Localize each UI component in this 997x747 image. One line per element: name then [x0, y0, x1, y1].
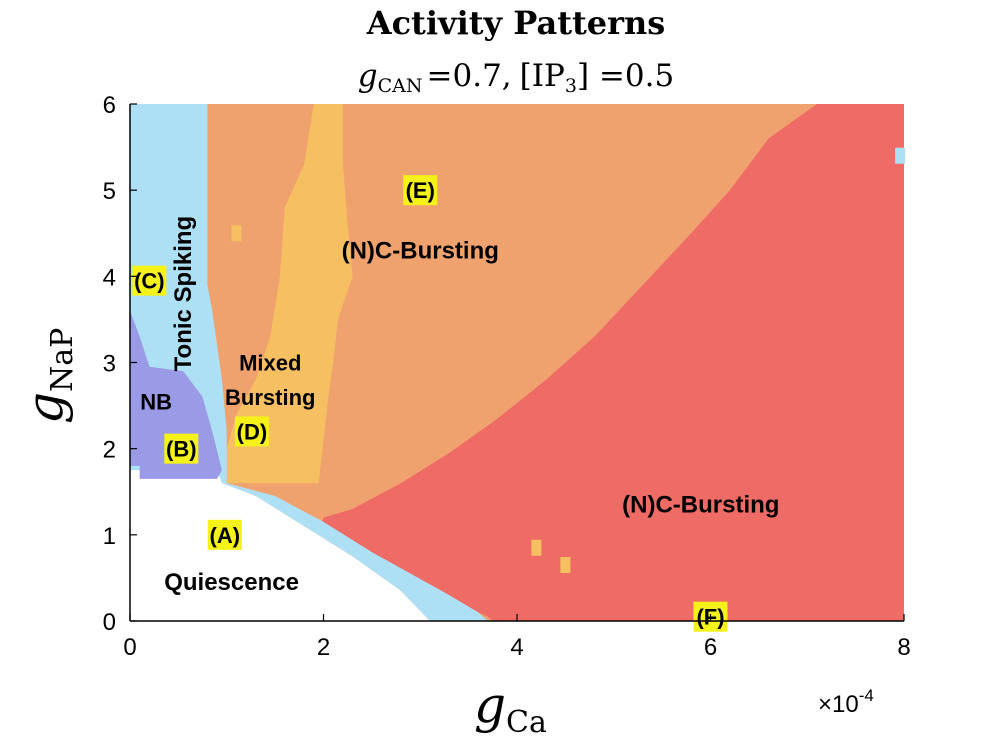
marker-label-2: (C): [134, 269, 165, 294]
isolated-cell-3: [231, 225, 242, 242]
y-tick-label-1: 1: [103, 523, 116, 550]
region-labels: Tonic Spiking NB Mixed Bursting (N)C-Burstin…: [140, 216, 779, 596]
region-nb: [130, 310, 222, 479]
x-tick-label-4: 8: [897, 634, 910, 661]
chart-title: Activity Patterns: [366, 4, 666, 42]
region-quiescence: [130, 470, 430, 621]
region-mixed-bursting: [226, 104, 353, 484]
region-tonic-strip-edge: [221, 483, 488, 621]
region-label-5: (N)C-Bursting: [622, 492, 779, 519]
region-label-3: Bursting: [225, 385, 315, 410]
region-label-2: Mixed: [239, 351, 301, 376]
marker-label-3: (D): [237, 419, 268, 444]
isolated-cell-0: [531, 539, 542, 556]
region-label-4: (N)C-Bursting: [342, 237, 499, 264]
region-nc-bursting-f: [318, 104, 905, 621]
x-axis-label: gCa: [474, 676, 547, 740]
x-tick-label-2: 4: [510, 634, 523, 661]
x-tick-label-0: 0: [123, 634, 136, 661]
y-tick-label-3: 3: [103, 351, 116, 378]
isolated-cell-1: [560, 556, 571, 573]
marker-label-4: (E): [406, 178, 435, 203]
marker-bg-0: [207, 519, 242, 550]
x-tick-label-1: 2: [317, 634, 330, 661]
marker-bg-1: [164, 433, 199, 464]
isolated-cell-2: [895, 147, 906, 164]
region-label-1: NB: [140, 389, 172, 414]
x-tick-label-3: 6: [704, 634, 717, 661]
marker-bg-2: [132, 265, 167, 296]
marker-bg-4: [403, 175, 438, 206]
y-tick-label-4: 4: [103, 264, 116, 291]
chart-subtitle: gCAN =0.7, [IP3] =0.5: [358, 58, 674, 97]
y-axis-label: gNaP: [16, 328, 80, 424]
y-tick-label-2: 2: [103, 437, 116, 464]
marker-label-1: (B): [166, 437, 197, 462]
y-tick-label-0: 0: [103, 609, 116, 636]
region-label-0: Tonic Spiking: [170, 216, 197, 372]
plot-area: [130, 104, 906, 621]
x-exponent: ×10-4: [818, 686, 874, 718]
axes: 0 2 4 6 8 0 1 2 3 4 5 6: [103, 92, 911, 661]
marker-bg-3: [234, 416, 269, 447]
y-tick-label-5: 5: [103, 178, 116, 205]
region-label-6: Quiescence: [164, 569, 299, 596]
y-tick-label-6: 6: [103, 92, 116, 119]
marker-label-0: (A): [210, 523, 241, 548]
